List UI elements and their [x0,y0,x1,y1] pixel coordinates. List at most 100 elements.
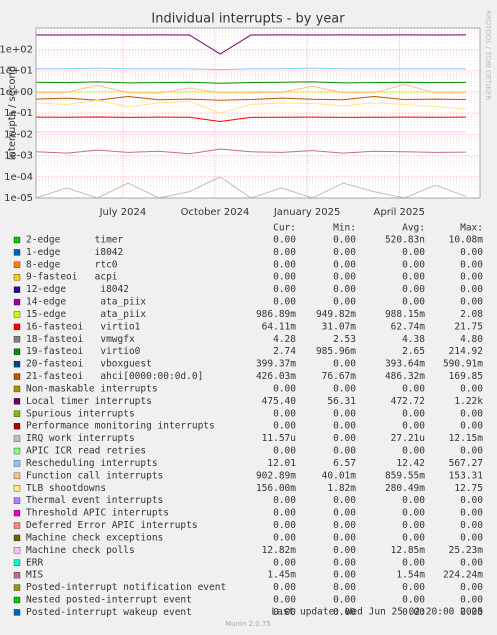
legend-swatch [13,596,21,604]
x-tick-label: April 2025 [374,207,425,218]
legend-max: 0.00 [460,272,483,283]
legend-swatch [13,447,21,455]
legend-avg: 0.00 [402,557,425,568]
legend-min: 2.53 [333,334,356,345]
legend-avg: 4.38 [402,334,425,345]
legend-max: 2.08 [460,309,483,320]
legend-name: 20-fasteoi vboxguest [26,359,152,370]
legend-avg: 0.00 [402,272,425,283]
x-tick-label: October 2024 [181,207,250,218]
legend-name: Posted-interrupt notification event [26,582,226,593]
legend-name: 1-edge i8042 [26,247,123,258]
legend-avg: 0.00 [402,508,425,519]
legend-name: Local timer interrupts [26,396,152,407]
legend-avg: 0.00 [402,607,425,618]
legend-cur: 2.74 [273,346,296,357]
legend-min: 0.00 [333,557,356,568]
legend-swatch [13,336,21,343]
legend-min: 76.67m [322,371,357,382]
legend-avg: 0.00 [402,259,425,270]
legend-name: 21-fasteoi ahci[0000:00:0d.0] [26,371,203,382]
legend-avg: 12.85m [391,545,426,556]
legend-max: 0.00 [460,607,483,618]
legend-avg: 0.00 [402,297,425,308]
legend-max: 0.00 [460,557,483,568]
legend-max: 590.91m [443,359,483,370]
series-line [36,67,466,71]
legend-name: Rescheduling interrupts [26,458,158,469]
legend-min: 0.00 [333,359,356,370]
legend-min: 0.00 [333,408,356,419]
legend-swatch [13,534,21,542]
legend-avg: 0.00 [402,582,425,593]
legend-swatch [13,559,21,566]
legend-max: 0.00 [460,284,483,295]
legend-min: 6.57 [333,458,356,469]
legend-max: 0.00 [460,421,483,432]
legend-avg: 62.74m [391,321,426,332]
legend-swatch [13,311,21,318]
legend-avg: 1.54m [396,570,425,581]
legend-swatch [13,261,21,268]
legend-avg: 2.65 [402,346,425,357]
legend-min: 0.00 [333,607,356,618]
legend-max: 0.00 [460,520,483,531]
legend-min: 0.00 [333,532,356,543]
legend-cur: 0.00 [273,247,296,258]
series-line [35,148,466,155]
legend-max: 12.15m [449,433,484,444]
series-line [36,34,466,55]
legend-cur: 0.00 [273,284,296,295]
legend-min: 0.00 [333,520,356,531]
legend-name: IRQ work interrupts [26,433,135,444]
legend-swatch [13,373,21,380]
legend-swatch [13,435,21,442]
legend-swatch [13,547,21,554]
y-tick-label: 1e-05 [4,193,33,204]
legend-min: 0.00 [333,272,356,283]
legend-min: 0.00 [333,595,356,606]
legend-cur: 11.57u [262,433,296,444]
legend-min: 56.31 [327,396,356,407]
legend-name: 19-fasteoi virtio0 [26,346,141,357]
legend-min: 0.00 [333,259,356,270]
legend-cur: 986.89m [256,309,296,320]
y-tick-label: 1e+01 [0,66,33,77]
y-tick-label: 1e+00 [0,87,33,98]
legend-min: 0.00 [333,570,356,581]
legend-header: Cur: [273,223,296,234]
legend-max: 0.00 [460,247,483,258]
x-tick-label: July 2024 [99,207,147,218]
legend-name: Thermal event interrupts [26,495,163,506]
legend-name: Non-maskable interrupts [26,383,158,394]
legend-max: 21.75 [454,321,483,332]
legend-min: 31.07m [322,321,357,332]
x-tick-label: January 2025 [273,207,341,218]
legend-max: 153.31 [449,470,484,481]
legend-name: Machine check polls [26,545,135,556]
legend-cur: 12.82m [262,545,297,556]
legend-min: 0.00 [333,284,356,295]
legend-avg: 0.00 [402,495,425,506]
legend-max: 12.75 [454,483,483,494]
legend-cur: 4.28 [273,334,296,345]
legend-min: 985.96m [316,346,356,357]
legend-avg: 859.55m [385,470,425,481]
legend-cur: 0.00 [273,408,296,419]
legend-cur: 426.03m [256,371,296,382]
legend-min: 0.00 [333,383,356,394]
legend-min: 0.00 [333,446,356,457]
legend-name: 8-edge rtc0 [26,259,118,270]
legend-min: 0.00 [333,545,356,556]
legend-max: 567.27 [449,458,483,469]
legend-swatch [13,485,21,492]
legend-name: TLB shootdowns [26,483,106,494]
legend-swatch [13,249,21,256]
legend-avg: 280.49m [385,483,425,494]
legend-name: Function call interrupts [26,470,163,481]
legend-swatch [13,274,21,281]
y-tick-label: 1e-03 [4,151,33,162]
legend-swatch [13,572,21,579]
legend-min: 1.82m [327,483,356,494]
